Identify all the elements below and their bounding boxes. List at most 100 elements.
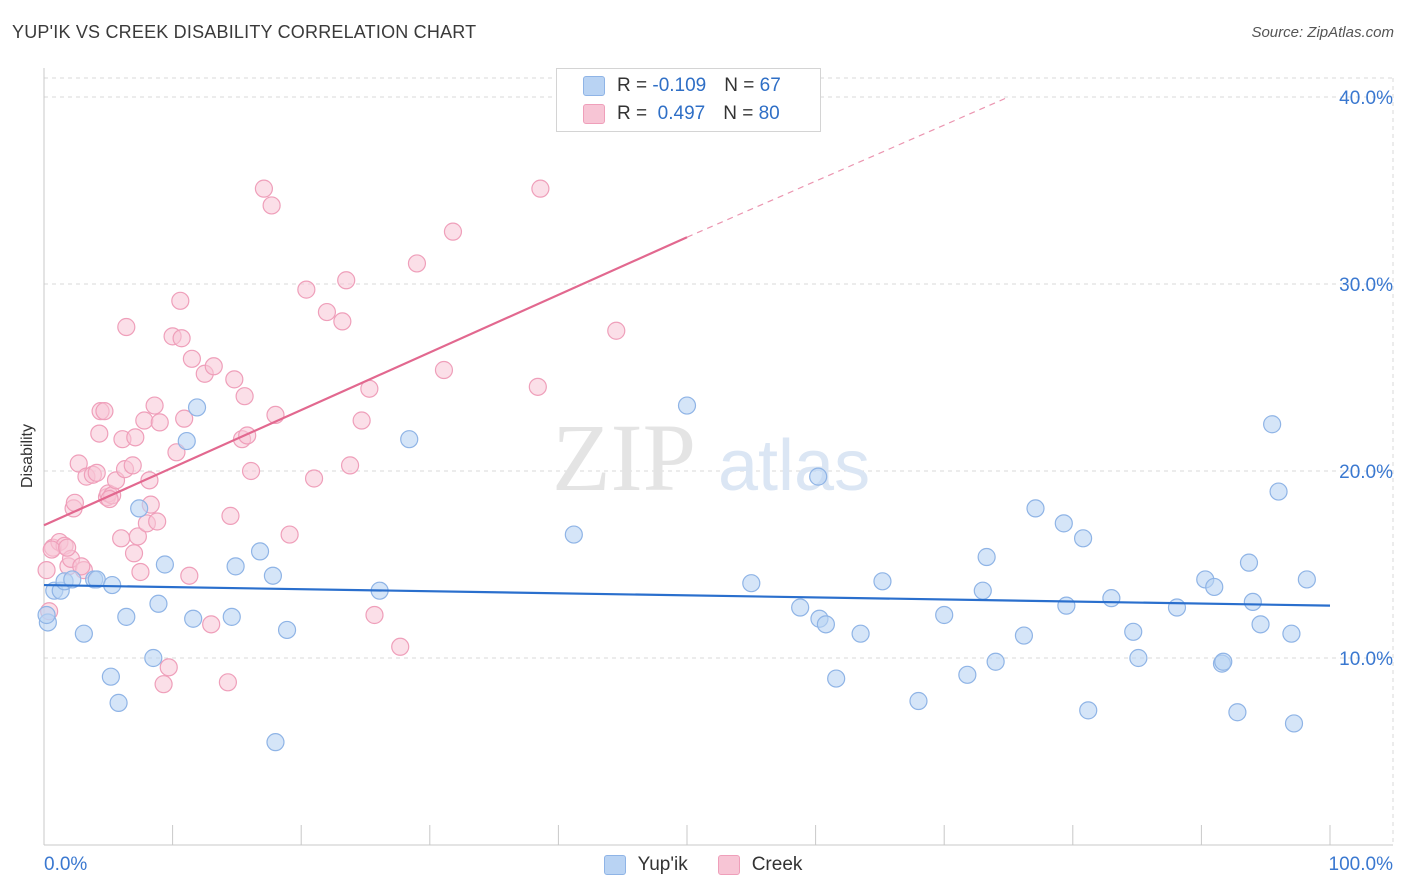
- creek-point: [262, 196, 281, 215]
- creek-point: [221, 506, 240, 525]
- creek-point: [159, 658, 178, 677]
- x-tick-label: 100.0%: [1329, 854, 1394, 875]
- yupik-point: [1269, 482, 1288, 501]
- yupik-point: [873, 572, 892, 591]
- x-tick-label: 0.0%: [44, 854, 87, 875]
- creek-point: [337, 271, 356, 290]
- creek-point: [95, 402, 114, 421]
- yupik-point: [1243, 592, 1262, 612]
- yupik-point: [1026, 499, 1045, 518]
- yupik-series: [37, 396, 1316, 752]
- yupik-point: [742, 574, 761, 593]
- creek-point: [333, 312, 352, 331]
- yupik-point: [1263, 415, 1282, 434]
- yupik-point: [1282, 624, 1301, 643]
- creek-point: [72, 557, 91, 576]
- yupik-point: [809, 467, 828, 486]
- legend-n-label: N =: [723, 103, 759, 124]
- yupik-point: [1014, 626, 1034, 645]
- creek-point: [352, 411, 371, 430]
- yupik-point: [1054, 514, 1073, 533]
- watermark: ZIP atlas: [552, 404, 870, 511]
- legend-label-creek: Creek: [751, 854, 803, 875]
- yupik-point: [958, 665, 977, 684]
- yupik-point: [977, 547, 996, 567]
- creek-point: [128, 527, 147, 546]
- yupik-point: [1102, 589, 1121, 608]
- creek-point: [391, 637, 410, 656]
- yupik-point: [149, 594, 168, 613]
- creek-point: [124, 544, 144, 563]
- chart-title: YUP'IK VS CREEK DISABILITY CORRELATION C…: [12, 22, 477, 42]
- yupik-point: [1057, 596, 1076, 615]
- yupik-point: [1214, 652, 1233, 671]
- yupik-point: [63, 570, 82, 589]
- creek-point: [180, 566, 199, 585]
- legend-swatch-creek: [717, 855, 740, 875]
- watermark-atlas: atlas: [718, 426, 870, 506]
- creek-point: [317, 302, 337, 322]
- creek-point: [238, 426, 257, 445]
- yupik-point: [791, 598, 810, 617]
- yupik-point: [74, 624, 93, 643]
- yupik-point: [677, 396, 697, 415]
- creek-point: [145, 396, 164, 415]
- yupik-point: [277, 620, 297, 640]
- legend-r-value: 0.497: [652, 103, 706, 124]
- creek-point: [297, 280, 316, 299]
- trend-layer: [43, 96, 1331, 607]
- creek-point: [90, 424, 109, 443]
- creek-point: [365, 605, 384, 625]
- legend-n-value: 67: [759, 75, 781, 96]
- creek-point: [171, 291, 190, 310]
- creek-point: [528, 377, 547, 396]
- yupik-point: [1079, 701, 1098, 720]
- legend-swatch-yupik: [583, 76, 605, 96]
- yupik-point: [263, 566, 283, 585]
- yupik-point: [909, 691, 928, 711]
- watermark-zip: ZIP: [552, 404, 696, 511]
- creek-trend-extension: [686, 96, 1009, 238]
- creek-point: [407, 254, 427, 273]
- creek-point: [340, 456, 360, 475]
- creek-point: [241, 461, 261, 481]
- creek-point: [254, 179, 274, 198]
- creek-point: [131, 562, 150, 582]
- legend-item-yupik[interactable]: Yup'ik: [603, 854, 688, 876]
- yupik-point: [400, 430, 419, 449]
- legend-item-creek[interactable]: Creek: [717, 854, 803, 876]
- yupik-point: [816, 615, 835, 634]
- creek-point: [434, 360, 454, 380]
- legend-row-creek: R = 0.497 N = 80: [583, 102, 780, 126]
- creek-point: [112, 529, 131, 548]
- creek-point: [37, 561, 56, 580]
- creek-point: [204, 357, 223, 376]
- yupik-point: [266, 733, 285, 752]
- creek-point: [202, 615, 221, 634]
- creek-point: [42, 540, 61, 559]
- creek-point: [87, 463, 106, 482]
- yupik-point: [37, 605, 56, 625]
- yupik-point: [184, 609, 203, 628]
- yupik-point: [177, 431, 196, 451]
- legend-swatch-yupik: [603, 855, 626, 875]
- creek-point: [154, 675, 173, 694]
- yupik-point: [1124, 622, 1143, 641]
- source-credit: Source: ZipAtlas.com: [1251, 24, 1394, 41]
- yupik-trend-line: [43, 583, 1331, 607]
- creek-point: [531, 179, 550, 198]
- yupik-point: [1205, 577, 1224, 597]
- legend-r-label: R =: [617, 75, 653, 96]
- yupik-point: [973, 581, 992, 600]
- yupik-point: [1129, 648, 1148, 668]
- creek-point: [172, 329, 191, 348]
- yupik-point: [226, 557, 245, 576]
- creek-point: [182, 349, 201, 368]
- creek-point: [117, 317, 136, 337]
- yupik-point: [564, 525, 583, 544]
- yupik-point: [1167, 598, 1187, 617]
- yupik-point: [250, 542, 270, 561]
- axis-layer: [43, 68, 1393, 846]
- yupik-point: [827, 669, 846, 688]
